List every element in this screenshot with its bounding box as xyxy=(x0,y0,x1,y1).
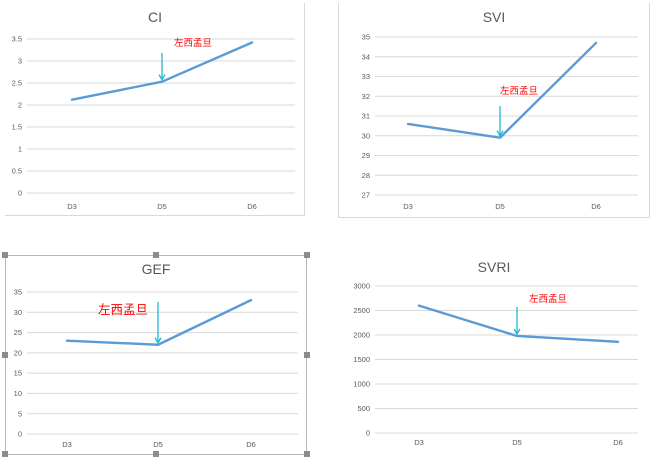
y-tick-label: 34 xyxy=(362,52,370,61)
y-tick-label: 2500 xyxy=(353,306,370,315)
annotation-label: 左西孟旦 xyxy=(174,37,212,49)
resize-handle-top-right[interactable] xyxy=(304,252,310,258)
gef-line-chart: GEF 0 5 10 15 20 25 30 35 D3 D5 D6 左西孟旦 xyxy=(14,261,298,449)
y-tick-label: 29 xyxy=(362,151,370,160)
y-tick-label: 35 xyxy=(362,33,370,42)
resize-handle-right[interactable] xyxy=(304,352,310,358)
y-tick-label: 3000 xyxy=(353,282,370,291)
y-tick-label: 15 xyxy=(14,369,22,378)
x-tick-label: D3 xyxy=(414,438,424,447)
y-tick-label: 5 xyxy=(18,409,22,418)
ci-line-chart: CI 0 0.5 1 1.5 2 2.5 3 3.5 D3 D5 D6 左西孟旦 xyxy=(12,9,295,211)
arrow-head xyxy=(154,337,162,345)
y-tick-label: 2000 xyxy=(353,331,370,340)
y-tick-label: 0 xyxy=(366,429,370,438)
chart-panel-gef[interactable]: GEF 0 5 10 15 20 25 30 35 D3 D5 D6 左西孟旦 xyxy=(2,252,310,457)
chart-title: SVI xyxy=(483,9,506,25)
annotation-label: 左西孟旦 xyxy=(98,302,148,317)
arrow-head xyxy=(513,328,521,336)
x-tick-label: D5 xyxy=(512,438,522,447)
y-tick-label: 32 xyxy=(362,92,370,101)
x-tick-label: D3 xyxy=(403,202,413,211)
series-line xyxy=(65,298,253,346)
annotation-label: 左西孟旦 xyxy=(500,85,538,97)
series-line xyxy=(70,41,254,101)
y-tick-label: 30 xyxy=(362,131,370,140)
y-tick-label: 1500 xyxy=(353,355,370,364)
x-tick-label: D6 xyxy=(613,438,623,447)
resize-handle-bottom[interactable] xyxy=(153,451,159,457)
y-tick-label: 20 xyxy=(14,348,22,357)
arrow-head xyxy=(158,74,166,81)
y-tick-label: 31 xyxy=(362,112,370,121)
arrow-head xyxy=(496,130,504,137)
y-tick-label: 3.5 xyxy=(12,35,22,44)
resize-handle-bottom-right[interactable] xyxy=(304,451,310,457)
resize-handle-top[interactable] xyxy=(153,252,159,258)
y-tick-label: 0 xyxy=(18,430,22,439)
chart-panel-svi: SVI 27 28 29 30 31 32 33 34 35 D3 D5 D6 左西孟旦 xyxy=(338,3,650,218)
resize-handle-left[interactable] xyxy=(2,352,8,358)
y-tick-label: 30 xyxy=(14,308,22,317)
chart-title: CI xyxy=(148,9,162,25)
annotation-label: 左西孟旦 xyxy=(529,293,567,305)
y-tick-label: 500 xyxy=(357,404,370,413)
y-tick-label: 1 xyxy=(18,145,22,154)
series-line xyxy=(417,304,620,344)
svri-line-chart: SVRI 0 500 1000 1500 2000 2500 3000 D3 D5 D6 左西孟旦 xyxy=(353,259,638,447)
y-tick-label: 0.5 xyxy=(12,167,22,176)
x-tick-label: D5 xyxy=(153,440,163,449)
x-tick-label: D6 xyxy=(246,440,256,449)
x-tick-label: D5 xyxy=(157,202,167,211)
svi-line-chart: SVI 27 28 29 30 31 32 33 34 35 D3 D5 D6 左西孟旦 xyxy=(362,9,638,211)
y-tick-label: 0 xyxy=(18,189,22,198)
x-tick-label: D6 xyxy=(591,202,601,211)
series-line xyxy=(406,41,598,139)
resize-handle-top-left[interactable] xyxy=(2,252,8,258)
resize-handle-bottom-left[interactable] xyxy=(2,451,8,457)
y-tick-label: 33 xyxy=(362,72,370,81)
y-tick-label: 2 xyxy=(18,101,22,110)
y-tick-label: 35 xyxy=(14,288,22,297)
chart-title: SVRI xyxy=(478,259,511,275)
x-tick-label: D3 xyxy=(67,202,77,211)
y-tick-label: 27 xyxy=(362,191,370,200)
y-tick-label: 28 xyxy=(362,171,370,180)
chart-panel-ci: CI 0 0.5 1 1.5 2 2.5 3 3.5 D3 D5 D6 左西孟旦 xyxy=(5,3,305,216)
y-tick-label: 2.5 xyxy=(12,79,22,88)
y-tick-label: 3 xyxy=(18,57,22,66)
y-tick-label: 25 xyxy=(14,328,22,337)
y-tick-label: 1.5 xyxy=(12,123,22,132)
x-tick-label: D3 xyxy=(62,440,72,449)
chart-panel-svri: SVRI 0 500 1000 1500 2000 2500 3000 D3 D5 D6 左西孟旦 xyxy=(338,255,650,455)
x-tick-label: D5 xyxy=(495,202,505,211)
y-tick-label: 1000 xyxy=(353,380,370,389)
y-tick-label: 10 xyxy=(14,389,22,398)
chart-title: GEF xyxy=(142,261,171,277)
x-tick-label: D6 xyxy=(247,202,257,211)
